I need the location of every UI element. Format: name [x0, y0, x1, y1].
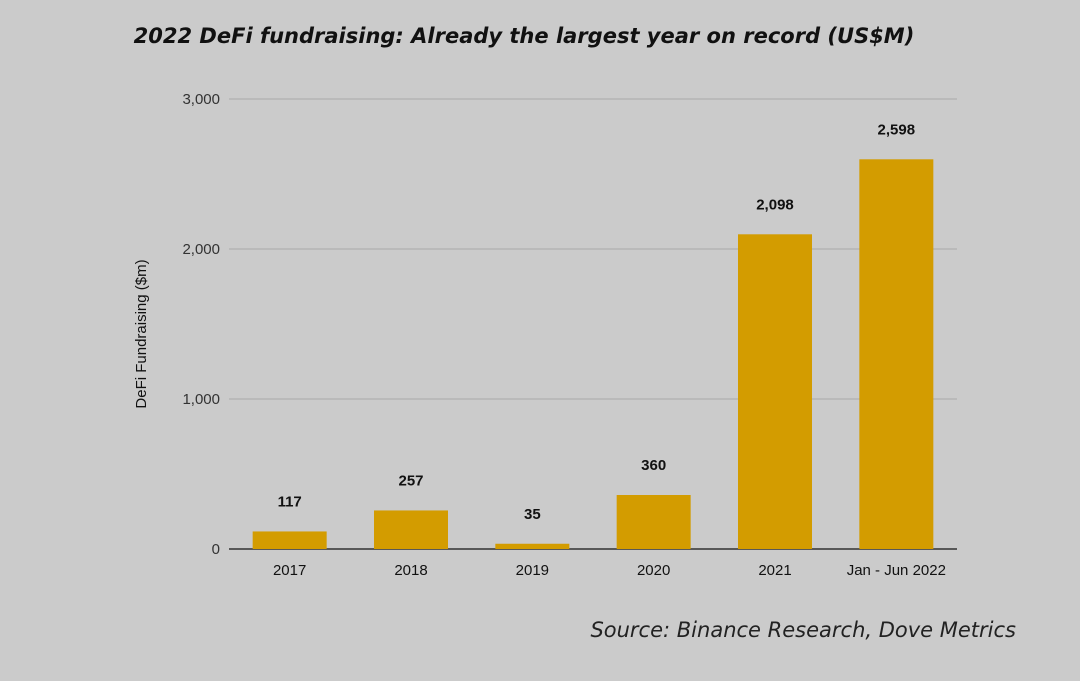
chart-title: 2022 DeFi fundraising: Already the large…	[133, 24, 915, 48]
data-labels: 117 257 35 360 2,098 2,598	[278, 121, 916, 522]
bar	[374, 510, 448, 549]
x-tick-label: 2021	[758, 562, 791, 579]
y-tick-label: 2,000	[182, 241, 220, 258]
bar	[252, 531, 327, 549]
bar-value-label: 2,098	[756, 196, 794, 213]
bar-value-label: 360	[641, 457, 666, 474]
bar	[738, 234, 812, 550]
y-axis-title: DeFi Fundraising ($m)	[133, 259, 150, 408]
x-ticks: 2017 2018 2019 2020 2021 Jan - Jun 2022	[273, 562, 946, 579]
x-tick-label: 2018	[394, 562, 427, 579]
bar-value-label: 35	[524, 506, 541, 523]
y-tick-label: 3,000	[182, 91, 220, 108]
bar	[616, 495, 691, 549]
bar-value-label: 257	[398, 472, 423, 489]
y-tick-label: 0	[212, 541, 220, 558]
bar	[495, 543, 570, 549]
bar-value-label: 117	[278, 493, 302, 510]
bars	[252, 159, 934, 550]
y-ticks: 0 1,000 2,000 3,000	[182, 91, 220, 558]
x-tick-label: 2017	[273, 562, 306, 579]
gridlines	[229, 98, 957, 550]
x-tick-label: 2019	[516, 562, 549, 579]
bar-value-label: 2,598	[878, 121, 916, 138]
y-tick-label: 1,000	[182, 391, 220, 408]
x-tick-label: 2020	[637, 562, 670, 579]
bar	[859, 159, 934, 550]
x-tick-label: Jan - Jun 2022	[847, 562, 946, 579]
source-note: Source: Binance Research, Dove Metrics	[590, 618, 1016, 642]
